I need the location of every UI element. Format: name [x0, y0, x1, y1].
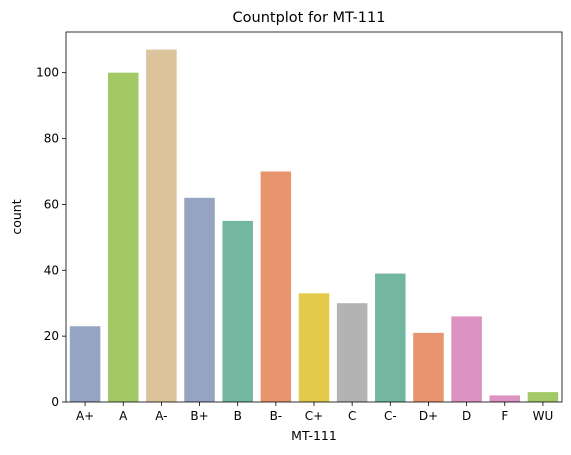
x-tick-label: B — [234, 409, 242, 423]
bar-B+ — [184, 197, 215, 402]
bar-F — [489, 395, 521, 402]
bar-D — [451, 316, 482, 402]
y-tick-label: 80 — [44, 132, 59, 146]
chart-title: Countplot for MT-111 — [233, 10, 386, 26]
x-tick-label: D — [462, 409, 471, 423]
y-tick-label: 20 — [44, 329, 59, 343]
x-tick-label: B+ — [190, 409, 208, 423]
plot-area: A+ A A- B+ B B- C+ C C- D+ D F WU 0 20 40 60 80 100 — [36, 49, 559, 423]
x-axis-label: MT-111 — [291, 428, 337, 443]
bar-C — [336, 303, 368, 402]
bar-D+ — [413, 332, 444, 402]
bar-B — [222, 220, 253, 402]
x-tick-label: A- — [155, 409, 167, 423]
bar-A- — [146, 49, 177, 402]
x-tick-label: A — [119, 409, 128, 423]
bar-C- — [375, 273, 406, 402]
y-axis-label: count — [9, 199, 24, 234]
y-tick-label: 40 — [44, 263, 59, 277]
x-tick-label: C+ — [305, 409, 323, 423]
y-tick-label: 0 — [51, 395, 59, 409]
x-tick-label: WU — [533, 409, 554, 423]
x-tick-label: B- — [270, 409, 283, 423]
y-tick-label: 100 — [36, 66, 59, 80]
bar-A+ — [69, 326, 101, 402]
bar-A — [107, 72, 139, 403]
bar-WU — [527, 392, 559, 402]
bar-C+ — [298, 293, 330, 402]
x-tick-label: D+ — [419, 409, 438, 423]
bar-B- — [260, 171, 292, 402]
x-tick-label: C — [348, 409, 356, 423]
y-tick-label: 60 — [44, 197, 59, 211]
x-tick-label: C- — [384, 409, 397, 423]
x-tick-label: A+ — [76, 409, 94, 423]
plot-frame — [65, 31, 563, 403]
x-tick-label: F — [501, 409, 508, 423]
